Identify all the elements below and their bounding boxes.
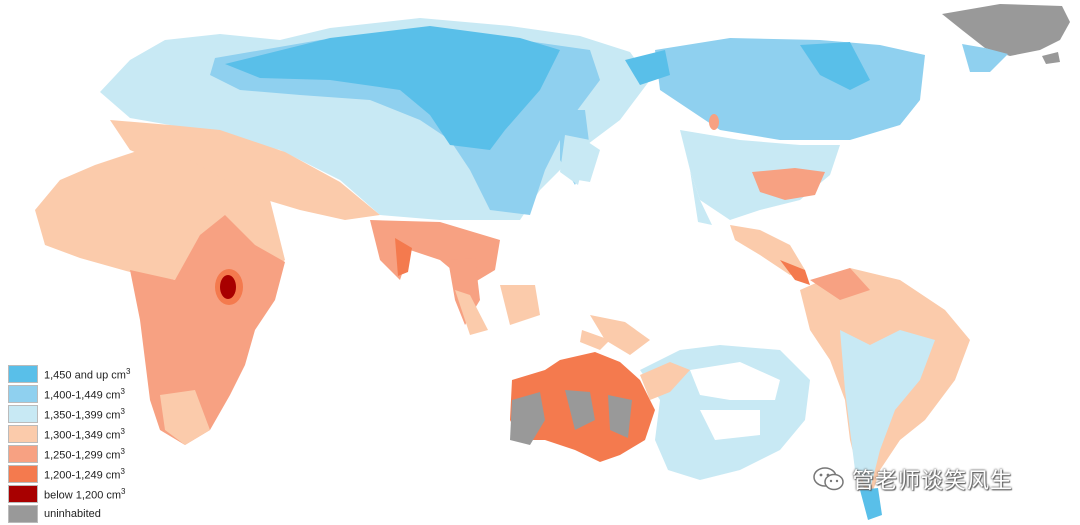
legend-unit-exponent: 3 — [120, 386, 125, 396]
legend-swatch — [8, 425, 38, 443]
legend-swatch — [8, 365, 38, 383]
legend-swatch — [8, 405, 38, 423]
region-islands — [578, 140, 610, 350]
legend-label: 1,200-1,249 cm3 — [44, 466, 125, 482]
legend-swatch — [8, 505, 38, 523]
legend-label: 1,300-1,349 cm3 — [44, 426, 125, 442]
legend-item: 1,250-1,299 cm3 — [8, 444, 158, 464]
legend-swatch — [8, 445, 38, 463]
region-australia — [510, 352, 655, 462]
region-africa — [35, 150, 285, 445]
legend-unit-exponent: 3 — [120, 406, 125, 416]
legend-unit-exponent: 3 — [121, 486, 126, 496]
legend-item: uninhabited — [8, 504, 158, 524]
legend-label: uninhabited — [44, 508, 101, 520]
legend-item: 1,350-1,399 cm3 — [8, 404, 158, 424]
legend-item: 1,400-1,449 cm3 — [8, 384, 158, 404]
legend-swatch — [8, 465, 38, 483]
wechat-icon — [813, 467, 844, 491]
legend-label: 1,350-1,399 cm3 — [44, 406, 125, 422]
legend-unit-exponent: 3 — [125, 366, 131, 376]
region-north-america — [625, 38, 925, 285]
watermark-text: 管老师谈笑风生 — [852, 469, 1014, 494]
region-pacific-south — [640, 345, 810, 480]
legend-label: 1,250-1,299 cm3 — [44, 446, 125, 462]
legend-unit-exponent: 3 — [120, 426, 125, 436]
legend-item: 1,200-1,249 cm3 — [8, 464, 158, 484]
legend: 1,450 and up cm3 1,400-1,449 cm3 1,350-1,3… — [8, 364, 158, 524]
legend-unit-exponent: 3 — [120, 466, 125, 476]
region-greenland — [942, 4, 1070, 72]
legend-label: below 1,200 cm3 — [44, 486, 126, 502]
legend-label: 1,400-1,449 cm3 — [44, 386, 125, 402]
watermark: 管老师谈笑风生 — [812, 463, 1013, 495]
region-below-1200 — [220, 275, 236, 299]
legend-item: below 1,200 cm3 — [8, 484, 158, 504]
legend-item: 1,450 and up cm3 — [8, 364, 158, 384]
legend-item: 1,300-1,349 cm3 — [8, 424, 158, 444]
legend-label: 1,450 and up cm3 — [44, 366, 131, 382]
region-south-america — [800, 268, 970, 520]
legend-unit-exponent: 3 — [120, 446, 125, 456]
legend-swatch — [8, 385, 38, 403]
legend-swatch — [8, 485, 38, 503]
